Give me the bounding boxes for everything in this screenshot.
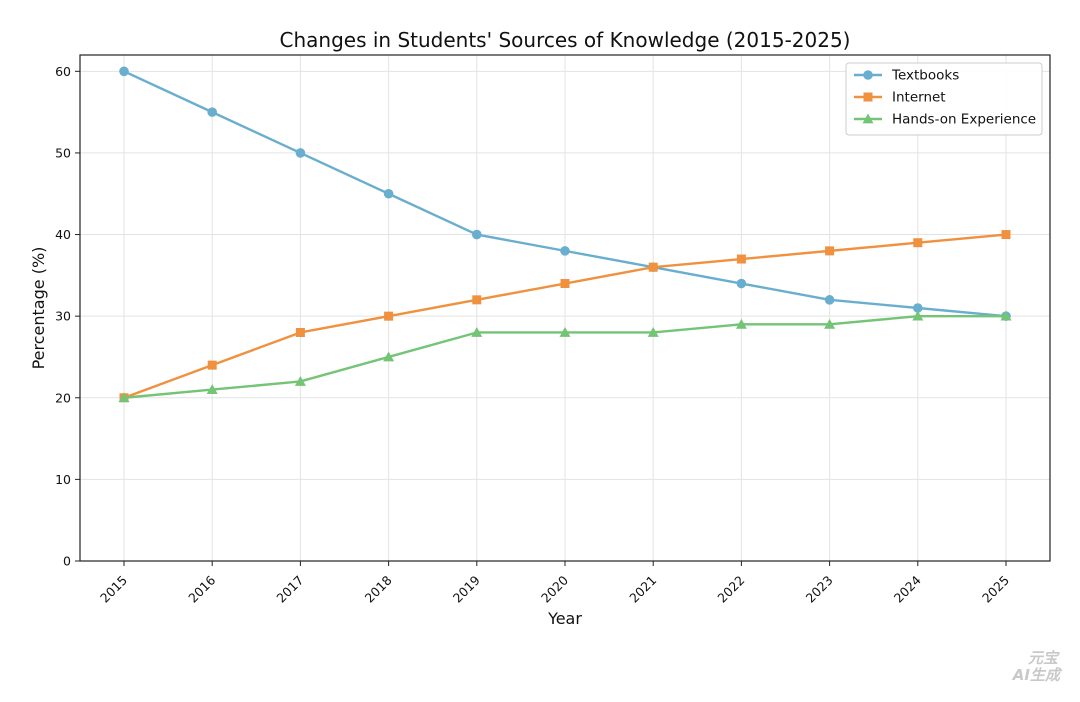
- y-tick-label: 60: [55, 64, 71, 79]
- data-point-textbooks: [736, 278, 747, 289]
- series-layer: [118, 66, 1012, 403]
- data-point-internet: [825, 246, 835, 256]
- legend-marker-hands-on-experience: [862, 113, 874, 124]
- chart-title: Changes in Students' Sources of Knowledg…: [280, 28, 851, 52]
- data-point-internet: [560, 279, 570, 289]
- data-point-hands-on-experience: [824, 318, 836, 329]
- y-tick-label: 50: [55, 145, 71, 160]
- data-point-hands-on-experience: [118, 392, 130, 403]
- data-point-hands-on-experience: [383, 351, 395, 362]
- y-tick-label: 20: [55, 390, 71, 405]
- data-point-hands-on-experience: [735, 318, 747, 329]
- legend-marker-internet: [863, 92, 873, 102]
- data-point-internet: [207, 360, 217, 370]
- x-tick-label: 2022: [714, 573, 747, 606]
- y-tick-label: 0: [63, 554, 71, 569]
- legend-box: [845, 62, 1043, 136]
- data-point-internet: [913, 238, 923, 248]
- x-tick-label: 2017: [273, 573, 306, 606]
- data-point-internet: [472, 295, 482, 305]
- y-tick-label: 10: [55, 472, 71, 487]
- legend-marker-textbooks: [863, 70, 873, 80]
- series-internet: [119, 230, 1011, 403]
- x-tick-label: 2023: [803, 573, 836, 606]
- data-point-textbooks: [824, 295, 835, 305]
- legend-label-hands-on-experience: Hands-on Experience: [892, 112, 1036, 128]
- data-point-hands-on-experience: [206, 384, 218, 395]
- data-point-internet: [736, 254, 746, 264]
- data-point-internet: [1001, 230, 1011, 240]
- data-point-textbooks: [560, 246, 570, 256]
- x-axis-ticks: 2015 2016 2017 2018 2019 2020 2021 2022 2023 2024…: [97, 561, 1012, 606]
- x-tick-label: 2019: [450, 572, 483, 605]
- watermark-line2: AI生成: [1012, 666, 1063, 684]
- x-axis-label: Year: [547, 609, 582, 628]
- data-point-hands-on-experience: [559, 326, 571, 337]
- legend-label-textbooks: Textbooks: [891, 68, 959, 84]
- data-point-textbooks: [913, 303, 923, 313]
- x-tick-label: 2024: [891, 572, 924, 605]
- y-tick-label: 30: [55, 309, 71, 324]
- data-point-internet: [384, 311, 394, 321]
- watermark-line1: 元宝: [1028, 649, 1060, 667]
- data-point-internet: [295, 327, 305, 337]
- data-point-internet: [648, 262, 658, 272]
- x-tick-label: 2025: [979, 573, 1012, 606]
- data-point-hands-on-experience: [912, 310, 924, 321]
- x-tick-label: 2018: [362, 572, 395, 605]
- data-point-textbooks: [472, 229, 482, 240]
- watermark: 元宝 AI生成: [1012, 649, 1063, 684]
- x-tick-label: 2020: [538, 572, 571, 605]
- data-point-hands-on-experience: [294, 375, 306, 386]
- data-point-hands-on-experience: [647, 326, 659, 337]
- data-point-textbooks: [295, 148, 306, 158]
- x-tick-label: 2021: [626, 573, 659, 606]
- x-tick-label: 2016: [185, 572, 218, 605]
- x-tick-label: 2015: [97, 573, 130, 606]
- data-point-textbooks: [119, 66, 129, 77]
- legend-label-internet: Internet: [892, 90, 946, 106]
- data-point-textbooks: [207, 107, 217, 117]
- series-hands-on-experience: [118, 310, 1012, 403]
- data-point-textbooks: [383, 188, 394, 199]
- y-axis-label: Percentage (%): [29, 247, 48, 370]
- data-point-hands-on-experience: [471, 326, 483, 337]
- legend: Textbooks Internet Hands-on Experience: [845, 62, 1043, 136]
- y-axis-ticks: 0 10 20 30 40 50 60: [55, 64, 80, 569]
- data-point-hands-on-experience: [1000, 310, 1012, 321]
- y-tick-label: 40: [55, 227, 71, 242]
